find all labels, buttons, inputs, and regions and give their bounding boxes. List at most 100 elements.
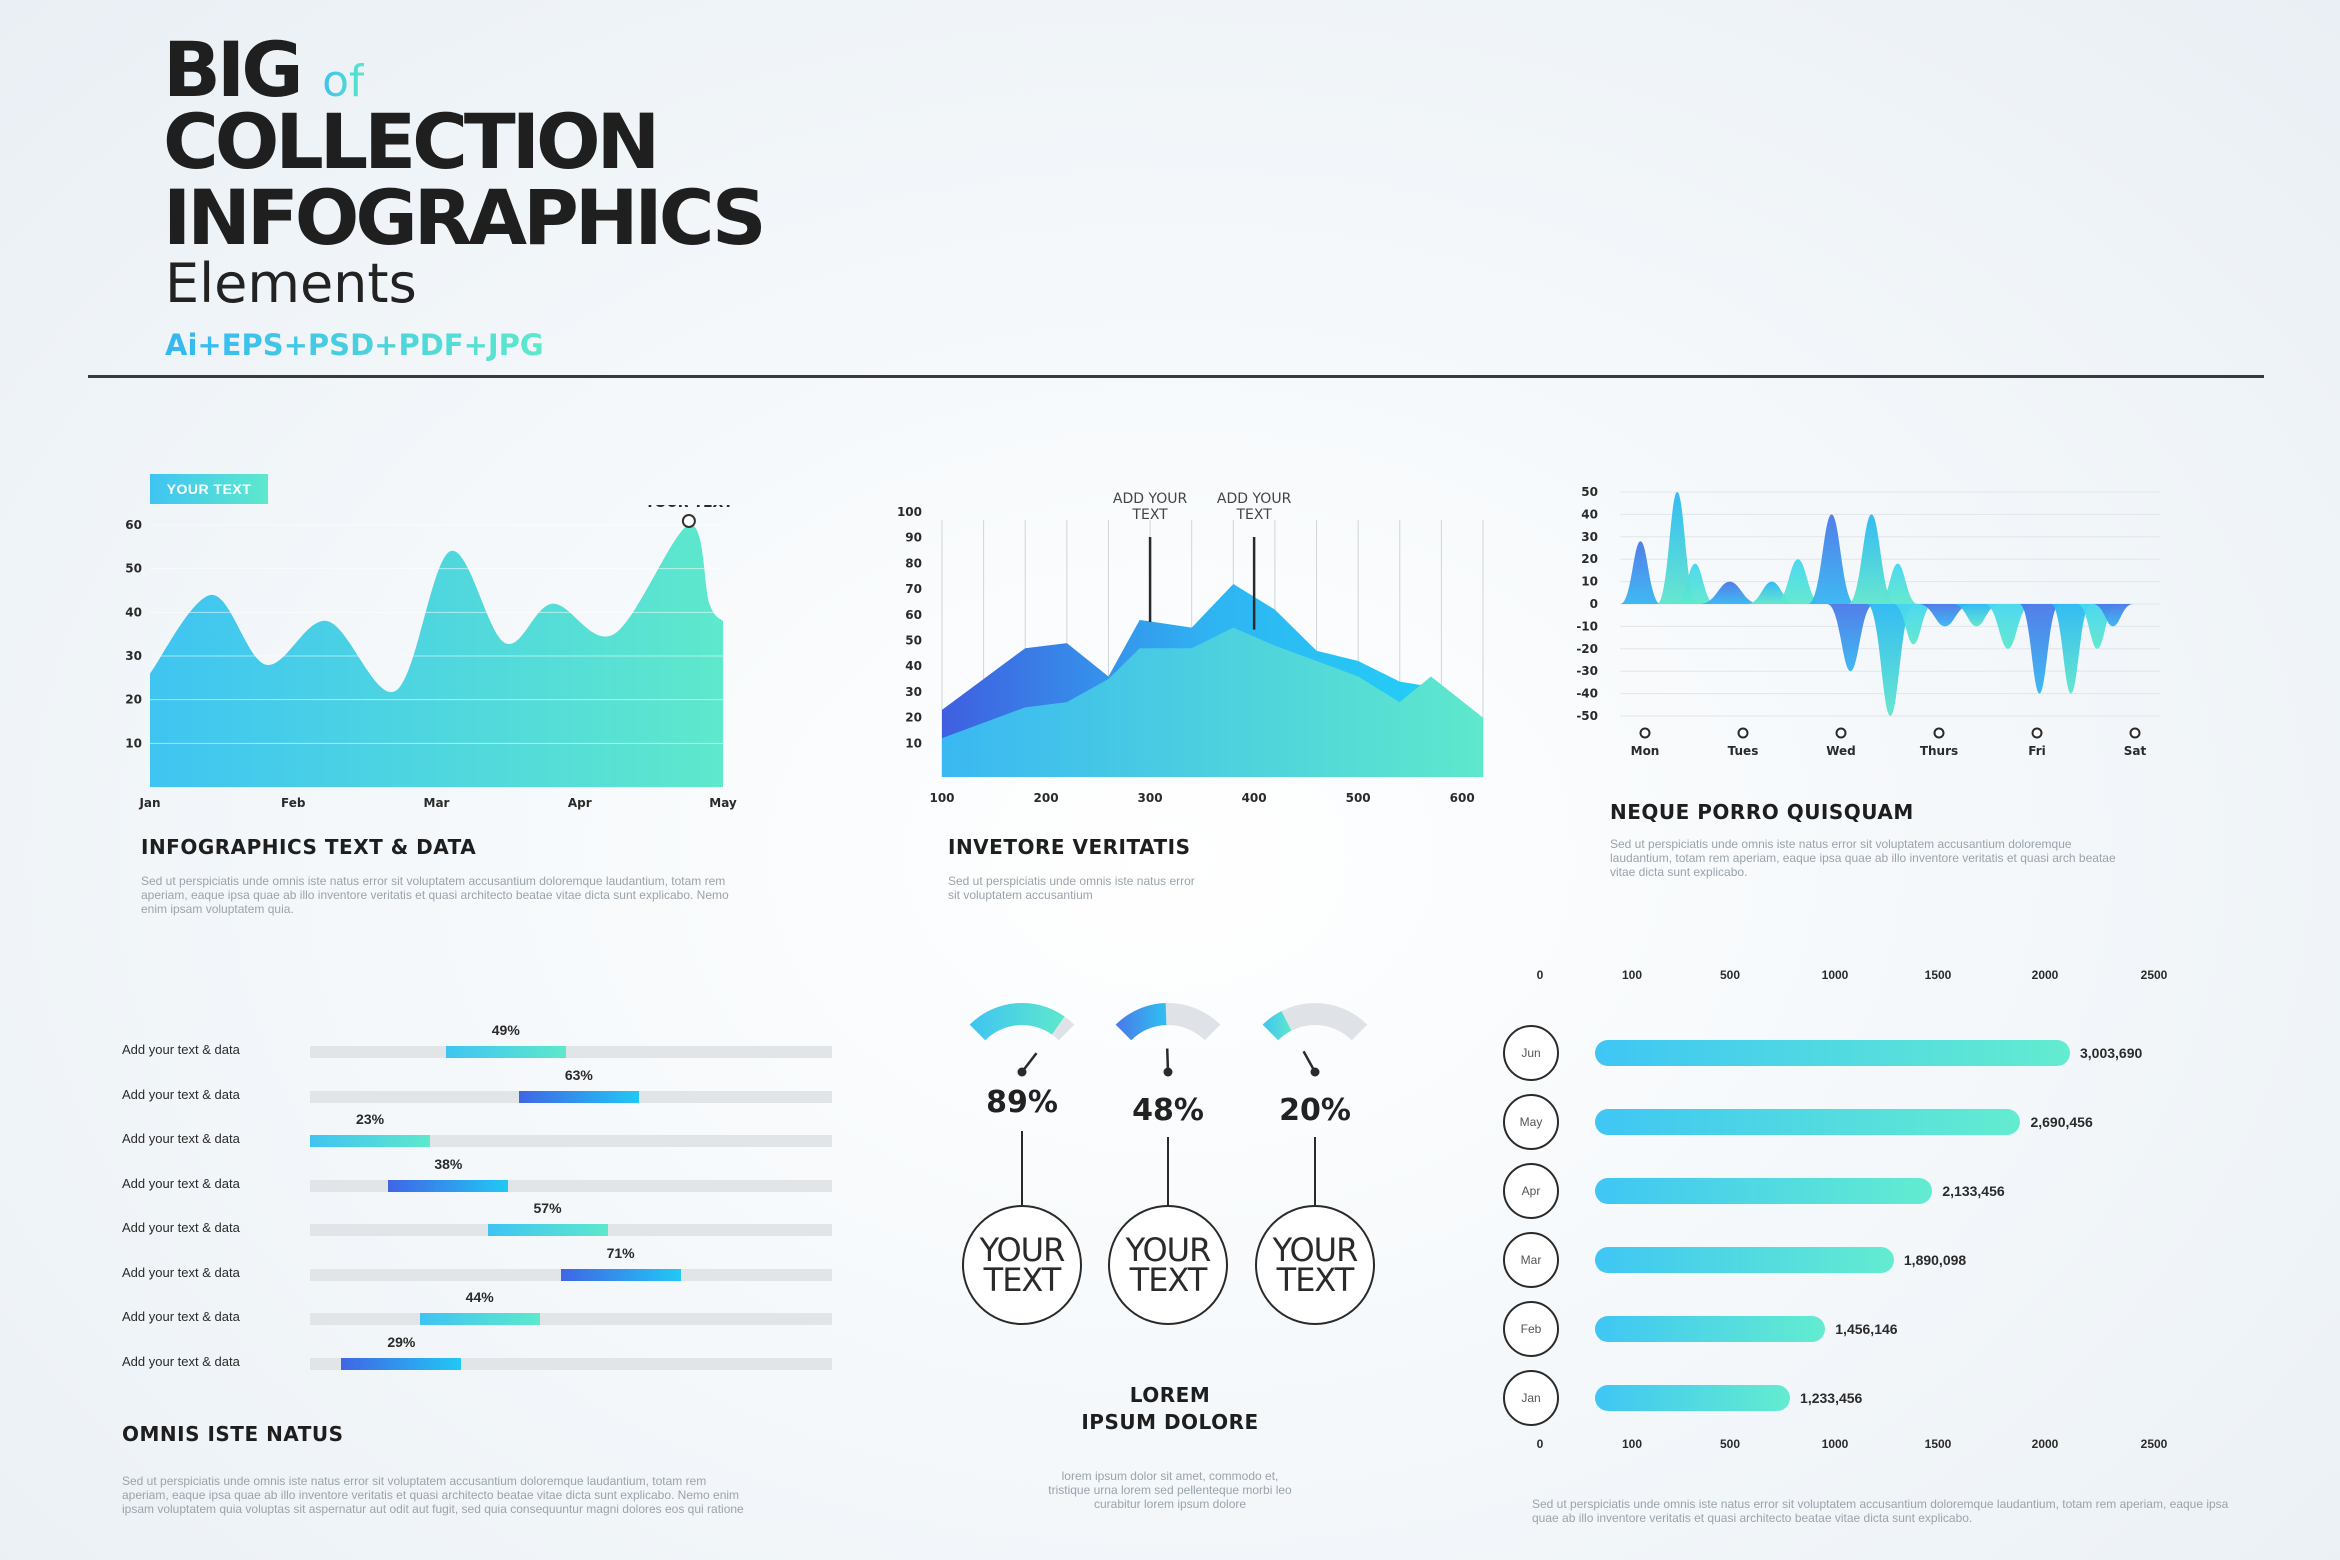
y-tick-label: 60	[125, 518, 142, 532]
area-chart-layered: 10 20 30 40 50 60 70 80 90 100 100 200 300 400 500 600 A…	[897, 491, 1484, 805]
x-tick-label: 300	[1138, 791, 1163, 805]
y-tick-label: 40	[905, 659, 922, 673]
y-tick-label: 10	[125, 736, 142, 750]
progress-label: Add your text & data	[122, 1175, 240, 1191]
file-formats: Ai+EPS+PSD+PDF+JPG	[165, 328, 544, 362]
y-tick-label: 20	[905, 711, 922, 725]
y-tick-label: -40	[1576, 687, 1598, 701]
month-circle: Jan	[1503, 1370, 1559, 1426]
section1-title: INFOGRAPHICS TEXT & DATA	[141, 835, 477, 859]
progress-row: Add your text & data 63%	[120, 1065, 840, 1105]
gauge-hub	[1163, 1067, 1173, 1077]
gauge	[1262, 1003, 1368, 1077]
progress-percent: 71%	[606, 1244, 635, 1261]
wave-chart-weekdays: 50 40 30 20 10 0 -10 -20 -30 -40 -50 Mon Tues Wed Thur…	[1576, 485, 2160, 758]
axis-tick-label: 1500	[1924, 1437, 1952, 1451]
wave-peak	[1984, 604, 2032, 649]
y-tick-label: 10	[1581, 575, 1598, 589]
section6-body: Sed ut perspiciatis unde omnis iste natu…	[1532, 1497, 2229, 1525]
y-tick-label: 50	[1581, 485, 1598, 499]
x-tick-label: Thurs	[1920, 744, 1958, 758]
x-marker	[1835, 727, 1847, 739]
gauge	[1115, 1003, 1221, 1077]
progress-fill	[388, 1179, 509, 1192]
horizontal-bar	[1595, 1385, 1791, 1411]
wave-peak	[1674, 563, 1716, 604]
x-marker	[2031, 727, 2043, 739]
month-circle: Mar	[1503, 1232, 1559, 1288]
gauge-percent: 89%	[986, 1085, 1058, 1120]
gauge-hub	[1017, 1067, 1027, 1077]
bubble-line: YOUR	[979, 1231, 1066, 1269]
x-marker	[1933, 727, 1945, 739]
progress-row: Add your text & data 44%	[120, 1287, 840, 1327]
progress-label: Add your text & data	[122, 1353, 240, 1369]
bubble-line: YOUR	[1272, 1231, 1359, 1269]
y-tick-label: -50	[1576, 709, 1598, 723]
x-tick-label: Feb	[281, 796, 306, 810]
wave-peak	[1866, 604, 1914, 716]
y-tick-label: 70	[905, 582, 922, 596]
y-tick-label: 30	[1581, 530, 1598, 544]
axis-tick-label: 2000	[2031, 1437, 2059, 1451]
y-tick-label: 10	[905, 736, 922, 750]
x-tick-label: 100	[929, 791, 954, 805]
x-tick-label: 500	[1346, 791, 1371, 805]
y-tick-label: 40	[125, 605, 142, 619]
y-tick-label: -30	[1576, 664, 1598, 678]
gauge-fill	[1262, 1011, 1292, 1041]
bubble-line: TEXT	[1276, 1261, 1355, 1299]
title-infographics: INFOGRAPHICS	[163, 173, 767, 262]
annotation-label: TEXT	[1235, 507, 1272, 523]
bar-value-label: 3,003,690	[2080, 1045, 2143, 1061]
wave-peak	[2092, 604, 2134, 627]
bubble-line: YOUR	[1125, 1231, 1212, 1269]
wave-peak	[1774, 559, 1822, 604]
progress-fill	[487, 1224, 608, 1236]
wave-peak	[2050, 604, 2092, 694]
y-tick-label: -20	[1576, 642, 1598, 656]
progress-percent: 23%	[356, 1111, 385, 1127]
title-big: BIG of	[163, 32, 364, 120]
bar-value-label: 1,233,456	[1800, 1390, 1863, 1406]
y-tick-label: 20	[125, 693, 142, 707]
bar-value-label: 2,133,456	[1942, 1183, 2005, 1199]
header-divider	[88, 375, 2264, 378]
axis-tick-label: 1500	[1924, 968, 1952, 982]
progress-fill	[518, 1090, 639, 1103]
progress-track	[310, 1224, 832, 1236]
month-circle: Jun	[1503, 1025, 1559, 1081]
section2-body: Sed ut perspiciatis unde omnis iste natu…	[948, 874, 1195, 902]
x-tick-label: Fri	[2028, 744, 2045, 758]
y-tick-label: 0	[1590, 597, 1598, 611]
progress-label: Add your text & data	[122, 1220, 240, 1235]
wave-peak	[1620, 541, 1661, 604]
progress-fill	[341, 1357, 462, 1370]
progress-label: Add your text & data	[122, 1042, 240, 1057]
title-of: of	[322, 56, 365, 107]
axis-tick-label: 1000	[1821, 968, 1849, 982]
wave-peak	[1952, 604, 2001, 627]
gauge-percent: 48%	[1132, 1093, 1204, 1128]
progress-percent: 29%	[387, 1333, 416, 1350]
annotation-marker	[681, 514, 696, 528]
gauge-fill	[1115, 1003, 1167, 1041]
progress-row: Add your text & data 29%	[120, 1332, 840, 1372]
bubble-line: TEXT	[1129, 1261, 1208, 1299]
section4-body: Sed ut perspiciatis unde omnis iste natu…	[122, 1474, 744, 1516]
progress-row: Add your text & data 38%	[120, 1154, 840, 1194]
progress-label: Add your text & data	[122, 1264, 240, 1280]
horizontal-bar	[1595, 1040, 2070, 1066]
section3-title: NEQUE PORRO QUISQUAM	[1610, 800, 1914, 824]
x-tick-label: 200	[1034, 791, 1059, 805]
axis-tick-label: 2000	[2031, 968, 2059, 982]
x-marker	[2129, 727, 2141, 739]
y-tick-label: 50	[125, 562, 142, 576]
horizontal-bar	[1595, 1109, 2021, 1135]
x-tick-label: Apr	[568, 796, 592, 810]
x-marker	[1639, 727, 1651, 739]
horizontal-bar	[1595, 1316, 1826, 1342]
horizontal-bar	[1595, 1247, 1894, 1273]
gauge-hub	[1310, 1067, 1320, 1077]
annotation-label: ADD YOUR	[1113, 491, 1188, 507]
